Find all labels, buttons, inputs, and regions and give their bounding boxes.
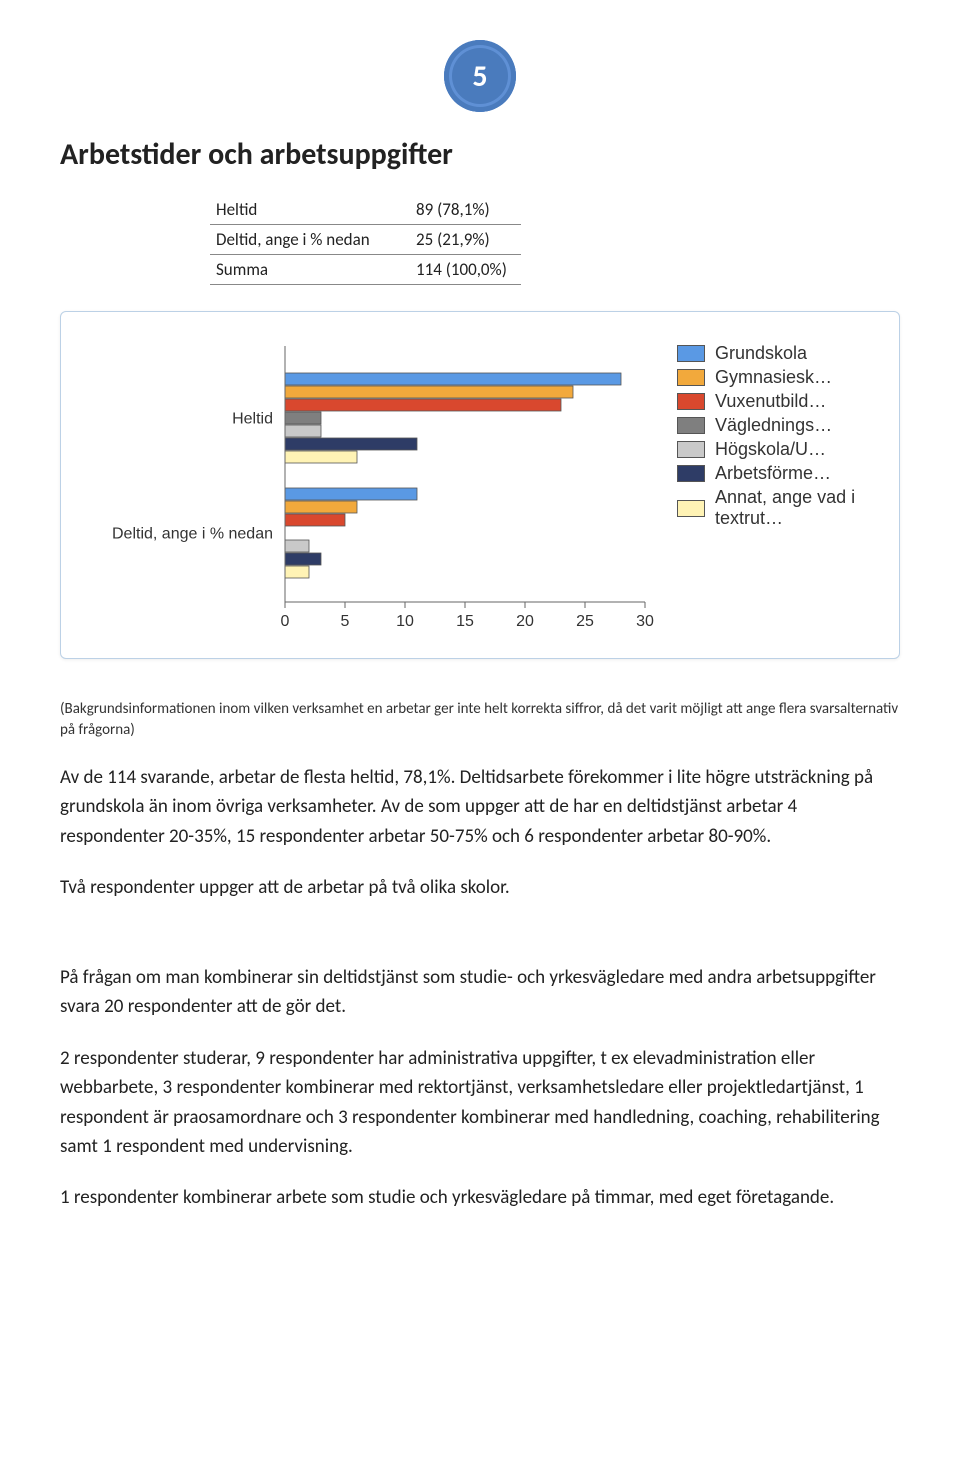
page-number-badge: 5 xyxy=(444,40,516,112)
bar-chart: Heltid Deltid, ange i % nedan 0 5 10 15 20 25 30 xyxy=(75,340,655,640)
legend-item: Grundskola xyxy=(677,343,885,364)
table-cell-value: 25 (21,9%) xyxy=(410,225,521,255)
x-tick-label: 0 xyxy=(281,613,290,630)
body-paragraph: 1 respondenter kombinerar arbete som stu… xyxy=(60,1183,900,1212)
bar xyxy=(285,425,321,437)
body-paragraph: 2 respondenter studerar, 9 respondenter … xyxy=(60,1044,900,1162)
page-number: 5 xyxy=(472,58,487,95)
page-title: Arbetstider och arbetsuppgifter xyxy=(60,136,900,173)
x-tick-label: 25 xyxy=(576,613,594,630)
y-axis-label: Heltid xyxy=(232,411,273,428)
table-row: Heltid89 (78,1%) xyxy=(210,195,521,225)
legend-swatch xyxy=(677,393,705,410)
summary-table: Heltid89 (78,1%)Deltid, ange i % nedan25… xyxy=(210,195,521,285)
legend-swatch xyxy=(677,500,705,517)
legend-item: Vuxenutbild… xyxy=(677,391,885,412)
bar xyxy=(285,399,561,411)
legend-label: Väglednings… xyxy=(715,415,832,436)
bar xyxy=(285,566,309,578)
methodology-note: (Bakgrundsinformationen inom vilken verk… xyxy=(60,699,900,741)
table-cell-value: 89 (78,1%) xyxy=(410,195,521,225)
legend-label: Vuxenutbild… xyxy=(715,391,826,412)
legend-item: Väglednings… xyxy=(677,415,885,436)
table-row: Summa114 (100,0%) xyxy=(210,255,521,285)
legend-label: Annat, ange vad i textrut… xyxy=(715,487,885,529)
legend-item: Högskola/U… xyxy=(677,439,885,460)
bar xyxy=(285,514,345,526)
table-cell-value: 114 (100,0%) xyxy=(410,255,521,285)
legend-item: Gymnasiesk… xyxy=(677,367,885,388)
legend-swatch xyxy=(677,465,705,482)
legend-label: Arbetsförme… xyxy=(715,463,831,484)
body-paragraph: Två respondenter uppger att de arbetar p… xyxy=(60,873,900,902)
bar xyxy=(285,438,417,450)
bar xyxy=(285,451,357,463)
legend-swatch xyxy=(677,417,705,434)
x-tick-label: 10 xyxy=(396,613,414,630)
legend-label: Grundskola xyxy=(715,343,807,364)
chart-legend: Grundskola Gymnasiesk… Vuxenutbild… Vägledn… xyxy=(677,340,885,640)
x-tick-label: 20 xyxy=(516,613,534,630)
legend-label: Högskola/U… xyxy=(715,439,826,460)
x-tick-label: 5 xyxy=(341,613,350,630)
legend-item: Arbetsförme… xyxy=(677,463,885,484)
legend-label: Gymnasiesk… xyxy=(715,367,832,388)
bar xyxy=(285,553,321,565)
table-row: Deltid, ange i % nedan25 (21,9%) xyxy=(210,225,521,255)
table-cell-label: Heltid xyxy=(210,195,410,225)
body-paragraph: På frågan om man kombinerar sin deltidst… xyxy=(60,963,900,1022)
x-tick-label: 15 xyxy=(456,613,474,630)
y-axis-label: Deltid, ange i % nedan xyxy=(112,526,273,543)
bar xyxy=(285,386,573,398)
bar xyxy=(285,373,621,385)
bar xyxy=(285,501,357,513)
legend-item: Annat, ange vad i textrut… xyxy=(677,487,885,529)
legend-swatch xyxy=(677,441,705,458)
x-tick-label: 30 xyxy=(636,613,654,630)
bar xyxy=(285,540,309,552)
table-cell-label: Summa xyxy=(210,255,410,285)
legend-swatch xyxy=(677,345,705,362)
legend-swatch xyxy=(677,369,705,386)
chart-container: Heltid Deltid, ange i % nedan 0 5 10 15 20 25 30… xyxy=(60,311,900,659)
bar xyxy=(285,412,321,424)
bar xyxy=(285,488,417,500)
table-cell-label: Deltid, ange i % nedan xyxy=(210,225,410,255)
body-paragraph: Av de 114 svarande, arbetar de flesta he… xyxy=(60,763,900,851)
